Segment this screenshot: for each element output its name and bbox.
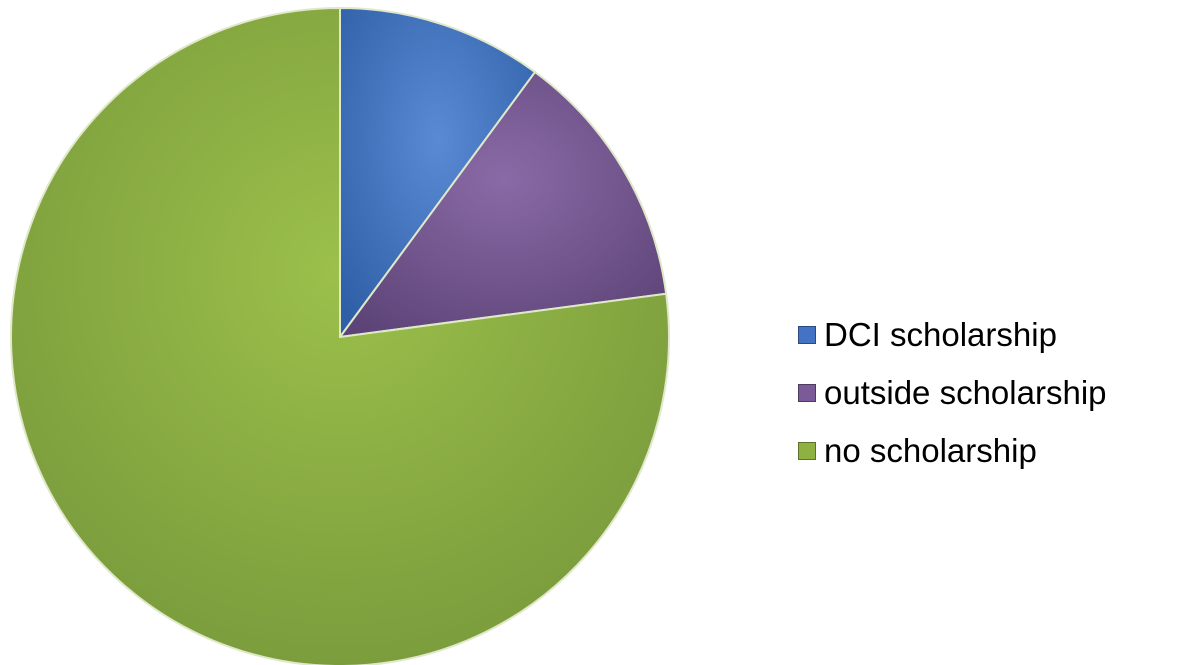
- legend-label: DCI scholarship: [824, 316, 1057, 353]
- legend: DCI scholarship outside scholarship no s…: [798, 316, 1168, 490]
- legend-swatch-no-scholarship: [798, 442, 816, 460]
- legend-swatch-dci-scholarship: [798, 326, 816, 344]
- legend-label: no scholarship: [824, 432, 1037, 469]
- pie-slice-no-scholarship: [10, 6, 670, 665]
- legend-swatch-outside-scholarship: [798, 384, 816, 402]
- legend-label: outside scholarship: [824, 374, 1107, 411]
- legend-item-outside-scholarship: outside scholarship: [798, 374, 1168, 412]
- legend-item-dci-scholarship: DCI scholarship: [798, 316, 1168, 354]
- pie-slice-outside-scholarship: [337, 70, 668, 339]
- pie-slice-dci-scholarship: [339, 6, 537, 341]
- legend-item-no-scholarship: no scholarship: [798, 432, 1168, 470]
- pie-slices: [10, 6, 670, 665]
